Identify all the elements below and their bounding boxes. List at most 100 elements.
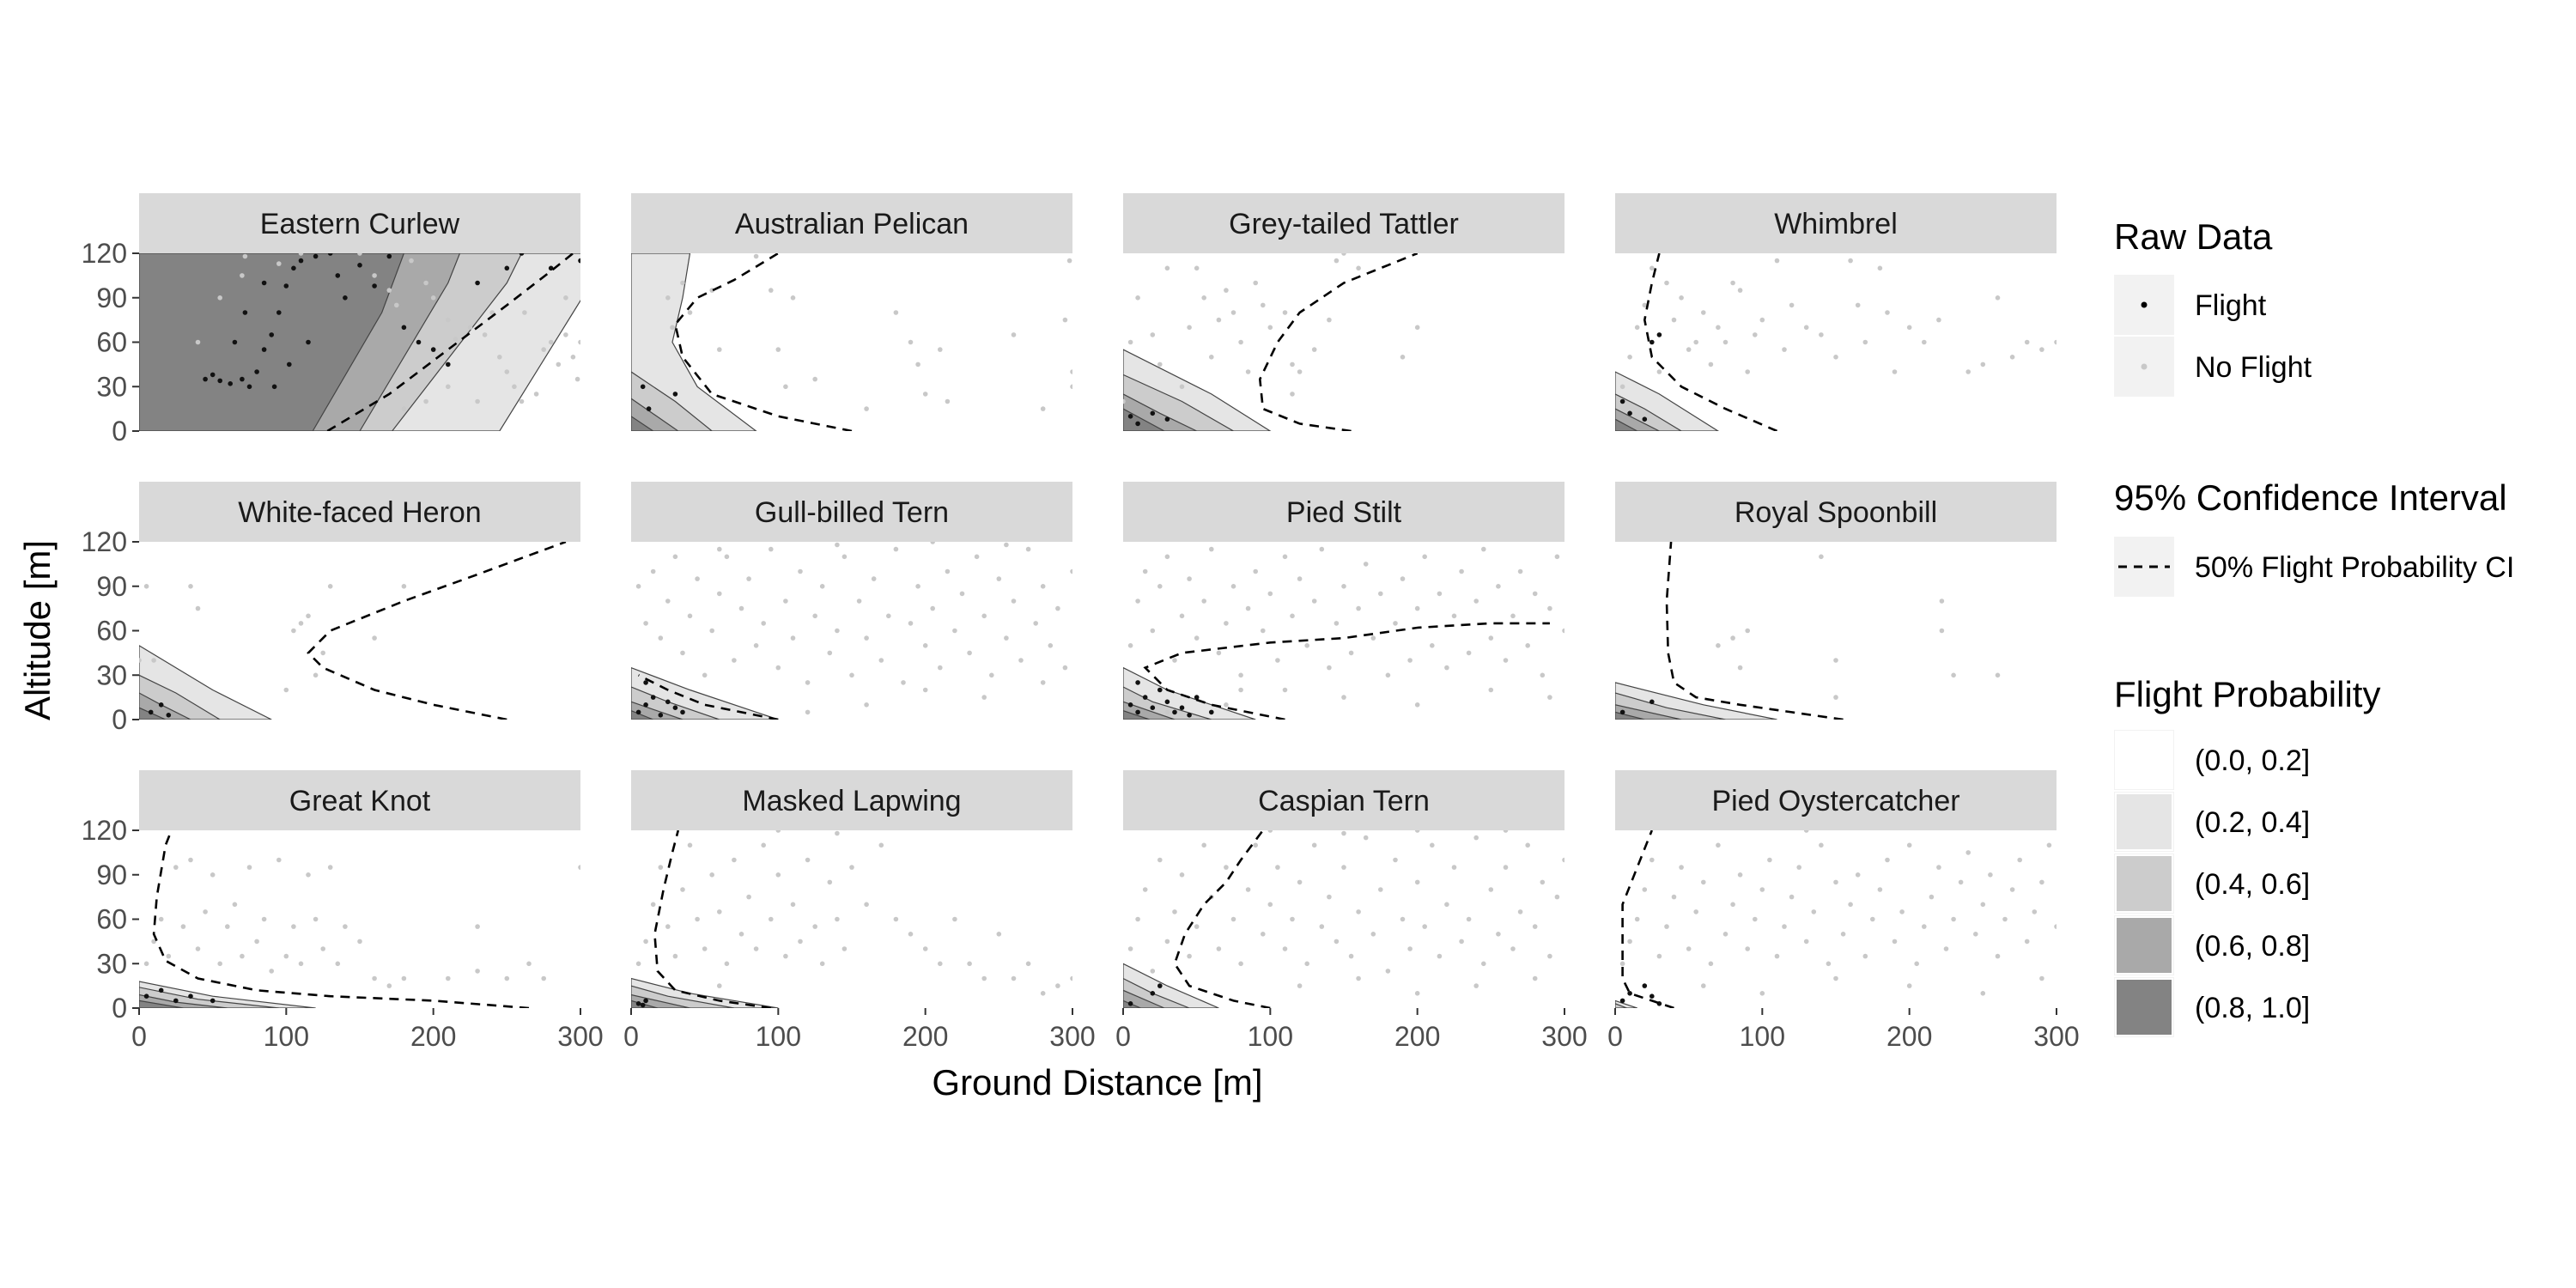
no-flight-point — [1995, 953, 2001, 959]
flight-point — [1135, 709, 1140, 715]
flight-point — [504, 265, 510, 271]
legend-raw-data: Raw Data Flight No Flight — [2114, 216, 2312, 397]
legend-probability-swatch — [2115, 916, 2173, 975]
no-flight-point — [775, 830, 781, 833]
no-flight-point — [1862, 953, 1868, 959]
no-flight-point — [1642, 887, 1648, 892]
no-flight-point — [1855, 302, 1861, 308]
no-flight-point — [849, 865, 854, 870]
flight-point — [246, 384, 252, 390]
flight-point — [1127, 414, 1133, 419]
no-flight-point — [1070, 975, 1072, 981]
no-flight-point — [1914, 961, 1919, 967]
no-flight-point — [687, 310, 693, 315]
x-tick-label: 100 — [1740, 1021, 1785, 1052]
flight-point — [640, 1002, 646, 1008]
flight-point — [1135, 421, 1140, 427]
no-flight-point — [467, 325, 473, 331]
plot-content — [1123, 546, 1564, 720]
no-flight-point — [1951, 672, 1956, 678]
no-flight-point — [1671, 894, 1677, 900]
probability-band-3 — [139, 253, 405, 431]
x-tick-label: 200 — [410, 1021, 456, 1052]
no-flight-point — [805, 680, 811, 685]
flight-point — [650, 695, 656, 700]
no-flight-point — [1267, 902, 1273, 908]
no-flight-point — [1980, 991, 1986, 996]
no-flight-point — [1025, 546, 1031, 552]
legend-no-flight-point — [2141, 363, 2148, 370]
no-flight-point — [687, 613, 693, 619]
no-flight-point — [1737, 665, 1743, 671]
no-flight-point — [1554, 894, 1560, 900]
no-flight-point — [665, 924, 671, 929]
plot-content — [631, 542, 1072, 720]
no-flight-point — [952, 628, 957, 634]
no-flight-point — [261, 916, 267, 922]
no-flight-point — [1664, 924, 1669, 929]
no-flight-point — [1796, 865, 1801, 870]
no-flight-point — [335, 961, 341, 967]
legend-flight-label: Flight — [2195, 289, 2267, 322]
legend-ci-label: 50% Flight Probability CI — [2195, 551, 2514, 584]
no-flight-point — [1150, 332, 1156, 337]
no-flight-point — [217, 295, 222, 301]
no-flight-point — [1004, 542, 1009, 548]
no-flight-point — [695, 576, 700, 581]
strip-bg — [631, 770, 1072, 830]
ci-line — [1173, 830, 1271, 1008]
no-flight-point — [1282, 554, 1288, 560]
no-flight-point — [1238, 961, 1243, 967]
strip-bg — [1615, 193, 2057, 253]
no-flight-point — [1261, 628, 1266, 634]
no-flight-point — [835, 542, 840, 548]
no-flight-point — [1209, 546, 1214, 552]
legend-probability-swatch — [2115, 854, 2173, 913]
no-flight-point — [269, 969, 275, 974]
flight-point — [269, 332, 275, 337]
no-flight-point — [812, 924, 817, 929]
y-tick-label: 120 — [82, 815, 127, 846]
flight-point — [1135, 680, 1140, 685]
no-flight-point — [173, 865, 179, 870]
no-flight-point — [1400, 916, 1406, 922]
no-flight-point — [974, 554, 980, 560]
no-flight-point — [166, 953, 172, 959]
no-flight-point — [761, 621, 766, 626]
no-flight-point — [1488, 687, 1494, 693]
x-tick-label: 0 — [1607, 1021, 1623, 1052]
no-flight-point — [1290, 392, 1295, 397]
no-flight-point — [423, 398, 428, 404]
no-flight-point — [1988, 872, 1993, 878]
no-flight-point — [1430, 643, 1435, 648]
x-tick-label: 300 — [557, 1021, 603, 1052]
flight-point — [635, 1001, 641, 1006]
no-flight-point — [1070, 568, 1072, 574]
no-flight-point — [1753, 916, 1758, 922]
no-flight-point — [650, 902, 656, 908]
no-flight-point — [732, 658, 737, 663]
panel-caspian-tern: Caspian Tern 0 100 200 300 — [1115, 770, 1588, 1052]
no-flight-point — [1297, 983, 1303, 988]
no-flight-point — [1422, 924, 1427, 929]
no-flight-point — [2032, 909, 2038, 914]
no-flight-point — [386, 288, 392, 293]
no-flight-point — [1503, 865, 1509, 870]
no-flight-point — [1759, 317, 1765, 323]
flight-point — [228, 381, 234, 386]
legend: Raw Data Flight No Flight 95% Confidence… — [2114, 216, 2514, 1037]
no-flight-point — [1906, 983, 1912, 988]
no-flight-point — [240, 273, 245, 278]
flight-point — [519, 253, 525, 256]
plot-content — [1615, 542, 2001, 720]
no-flight-point — [1826, 961, 1832, 967]
strip-bg — [1123, 482, 1564, 542]
strip-title: Pied Stilt — [1286, 496, 1402, 529]
no-flight-point — [1011, 975, 1017, 981]
no-flight-point — [1745, 369, 1750, 374]
x-tick-label: 0 — [623, 1021, 639, 1052]
no-flight-point — [1224, 288, 1229, 293]
flight-point — [643, 680, 648, 685]
no-flight-point — [578, 339, 580, 345]
no-flight-point — [1201, 842, 1206, 848]
